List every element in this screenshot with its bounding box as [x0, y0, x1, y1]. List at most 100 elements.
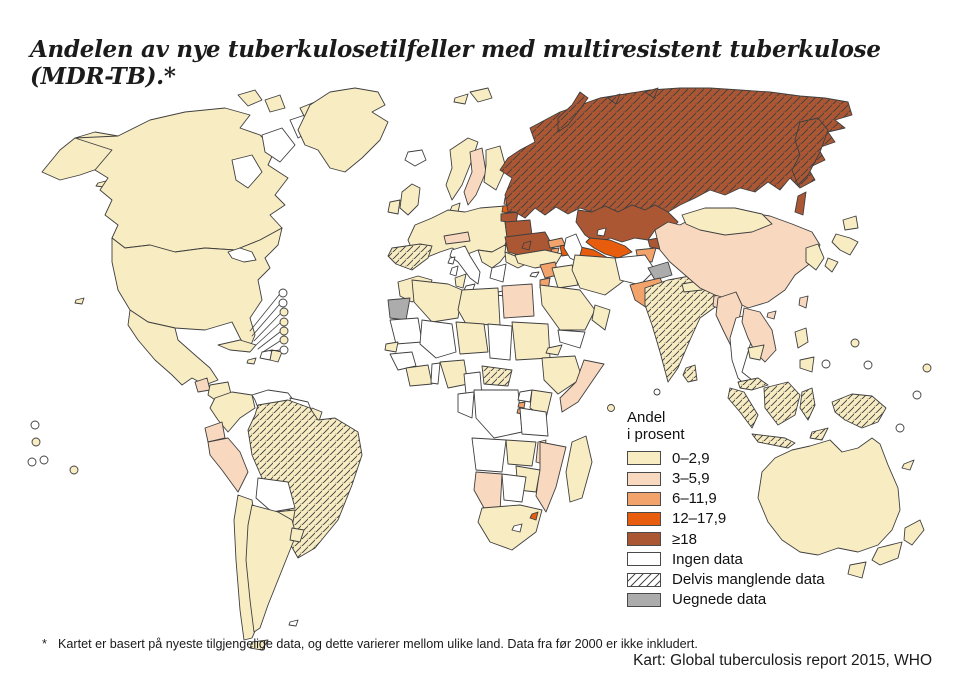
- legend-label: Ingen data: [672, 550, 743, 568]
- source-credit: Kart: Global tuberculosis report 2015, W…: [633, 652, 932, 669]
- pacific-island: [27, 457, 37, 467]
- country-mozambique: [535, 441, 567, 513]
- caribbean-island: [279, 335, 289, 345]
- legend-swatch: [627, 592, 661, 607]
- island-sakhalin: [794, 191, 807, 216]
- island-maldives: [653, 388, 661, 396]
- country-tunisia: [454, 273, 467, 289]
- island-arctic-ru: [607, 93, 621, 105]
- legend-label: Delvis manglende data: [672, 570, 825, 588]
- country-mali: [419, 319, 457, 359]
- island-nz-south: [871, 541, 903, 566]
- country-dr-congo: [473, 389, 523, 439]
- country-afghanistan: [614, 254, 656, 286]
- island-sumatra: [727, 387, 759, 429]
- legend-swatch: [627, 471, 661, 486]
- legend-item: 6–11,9: [627, 489, 825, 509]
- country-namibia: [473, 471, 503, 513]
- island-tierra-del-fuego: [249, 639, 269, 651]
- island-timor: [809, 427, 829, 441]
- legend-rows: 0–2,9 3–5,9 6–11,9 12–17,9 ≥18 Ingen data Delv…: [627, 449, 825, 610]
- legend-item: ≥18: [627, 529, 825, 549]
- pacific-island: [30, 420, 40, 430]
- island-java: [751, 433, 796, 449]
- legend-swatch: [627, 511, 661, 526]
- legend-item: 12–17,9: [627, 509, 825, 529]
- country-angola: [471, 437, 507, 473]
- country-uk: [399, 183, 421, 216]
- legend-label: 12–17,9: [672, 510, 727, 528]
- country-australia: [757, 437, 901, 556]
- island-honshu: [831, 233, 859, 256]
- island-indian-ocean: [607, 404, 615, 412]
- island-kyushu: [824, 257, 839, 273]
- caribbean-island: [279, 326, 289, 336]
- country-gabon-congo: [457, 391, 475, 419]
- island-nz-north: [903, 519, 925, 546]
- country-oman: [591, 304, 611, 331]
- country-egypt: [501, 283, 535, 319]
- page-title: Andelen av nye tuberkulosetilfeller med …: [30, 36, 881, 90]
- footnote: * Kartet er basert på nyeste tilgjengeli…: [42, 637, 698, 651]
- island-jamaica: [246, 357, 257, 365]
- legend-item: 3–5,9: [627, 469, 825, 489]
- country-tanzania: [519, 407, 549, 437]
- island-sulawesi: [799, 387, 816, 421]
- country-libya: [457, 287, 501, 326]
- pacific-island: [821, 359, 831, 369]
- island-cyprus: [529, 271, 540, 278]
- legend-label: 6–11,9: [672, 490, 717, 508]
- country-south-africa: [477, 504, 543, 551]
- country-rwanda: [517, 401, 526, 409]
- island-sardinia: [449, 265, 459, 277]
- legend-heading-line1: Andel: [627, 409, 666, 426]
- country-sweden: [463, 147, 487, 206]
- legend-label: 3–5,9: [672, 469, 710, 487]
- hudson-bay: [231, 154, 263, 189]
- island-mindanao: [799, 356, 815, 373]
- aral-sea: [596, 227, 607, 237]
- legend-swatch: [627, 451, 661, 466]
- country-greece: [489, 263, 507, 283]
- country-spain: [387, 243, 433, 271]
- island-arctic: [264, 94, 286, 113]
- legend-swatch: [627, 572, 661, 587]
- pacific-island: [895, 423, 905, 433]
- country-moldova: [521, 240, 532, 251]
- country-vietnam-laos: [741, 307, 777, 363]
- country-uganda: [517, 389, 533, 403]
- country-finland: [483, 145, 507, 191]
- country-argentina: [245, 504, 297, 633]
- island-hokkaido: [842, 215, 859, 231]
- country-peru: [207, 437, 249, 493]
- island-new-caledonia: [901, 459, 915, 471]
- island-hawaii: [74, 297, 85, 305]
- country-malaysia: [737, 377, 769, 391]
- island-new-guinea: [831, 393, 887, 429]
- country-korea: [805, 243, 825, 271]
- island-hainan: [766, 310, 777, 320]
- country-central-african-republic: [481, 365, 513, 387]
- country-togo-benin: [430, 362, 441, 385]
- country-ecuador: [204, 421, 226, 443]
- country-swaziland: [529, 511, 539, 521]
- pacific-island: [31, 437, 41, 447]
- legend-swatch: [627, 532, 661, 547]
- region-balkans: [477, 244, 509, 269]
- caribbean-island: [279, 345, 289, 355]
- region-kashmir: [647, 261, 673, 281]
- country-mauritania: [389, 317, 423, 345]
- caribbean-leader-lines: [249, 294, 281, 353]
- country-ireland: [387, 199, 401, 215]
- country-madagascar: [565, 435, 593, 503]
- island-luzon: [794, 327, 809, 349]
- region-western-sahara: [387, 297, 411, 321]
- island-svalbard: [469, 87, 493, 103]
- country-mongolia: [681, 207, 773, 236]
- country-saudi-arabia: [539, 284, 596, 331]
- caribbean-island: [278, 298, 288, 308]
- legend-item: Uegnede data: [627, 590, 825, 610]
- caribbean-island: [279, 317, 289, 327]
- caribbean-island: [279, 307, 289, 317]
- country-niger: [455, 321, 489, 355]
